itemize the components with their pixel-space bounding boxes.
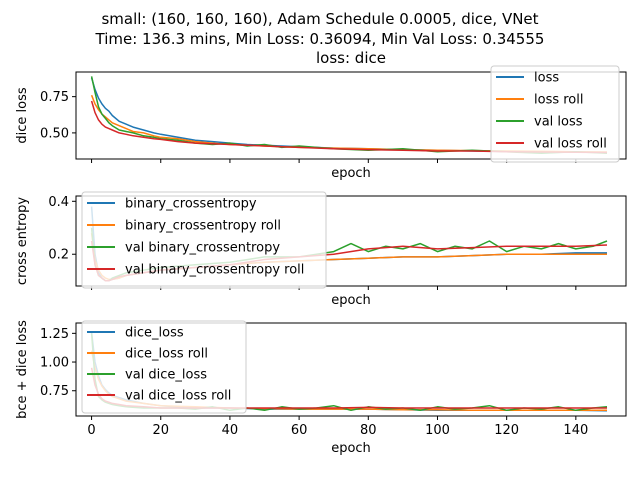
y-tick-label: 1.00 <box>40 356 69 371</box>
x-tick-label: 80 <box>360 423 377 438</box>
chart-panel-3: 0 20 40 60 80 100 120 140 0.75 1.00 1.25 epoch bce +… <box>15 320 627 456</box>
chart-panel-2: 0.2 0.4 epoch cross entropy binary_crossentr… <box>15 191 627 308</box>
legend-label: val dice_loss <box>125 368 207 383</box>
chart-title: loss: dice <box>316 49 386 67</box>
x-tick-label: 20 <box>152 423 169 438</box>
x-tick-label: 60 <box>291 423 308 438</box>
legend: dice_loss dice_loss roll val dice_lossval … <box>81 320 247 414</box>
axes-frame <box>75 322 627 417</box>
x-tick-label: 140 <box>563 423 588 438</box>
y-axis-label: cross entropy <box>15 197 30 285</box>
x-tick-label: 100 <box>425 423 450 438</box>
legend-label: val loss roll <box>534 137 607 152</box>
series-group <box>90 76 608 154</box>
y-tick-label: 0.4 <box>48 195 69 210</box>
legend-box <box>81 320 247 414</box>
series-line-val-loss-roll <box>90 100 608 154</box>
legend: binary_crossentropy binary_crossentropy r… <box>81 191 327 289</box>
x-tick-label: 120 <box>494 423 519 438</box>
y-axis-label: dice loss <box>15 87 30 143</box>
y-tick-label: 0.75 <box>40 90 69 105</box>
x-tick-label: 40 <box>222 423 239 438</box>
y-tick-label: 0.75 <box>40 384 69 399</box>
axes-frame <box>75 71 627 160</box>
x-axis-label: epoch <box>331 166 371 181</box>
legend-label: dice_loss roll <box>125 347 208 362</box>
legend-label: binary_crossentropy <box>125 197 257 212</box>
legend-box <box>490 65 620 163</box>
figure-title-line1: small: (160, 160, 160), Adam Schedule 0.… <box>101 10 538 28</box>
legend-label: val binary_crossentropy <box>125 241 280 256</box>
legend: loss loss roll val loss val loss roll <box>490 65 620 163</box>
legend-label: val dice_loss roll <box>125 389 231 404</box>
y-tick-label: 0.50 <box>40 126 69 141</box>
legend-label: val binary_crossentropy roll <box>125 263 304 278</box>
y-axis-label: bce + dice loss <box>15 320 30 419</box>
legend-label: loss roll <box>534 93 583 108</box>
legend-box <box>81 191 327 289</box>
y-tick-label: 1.25 <box>40 327 69 342</box>
legend-label: loss <box>534 71 559 86</box>
x-axis-label: epoch <box>331 441 371 456</box>
legend-label: val loss <box>534 115 583 130</box>
figure-title-line2: Time: 136.3 mins, Min Loss: 0.36094, Min… <box>95 30 545 48</box>
legend-label: binary_crossentropy roll <box>125 219 281 234</box>
y-tick-label: 0.2 <box>48 248 69 263</box>
x-axis-label: epoch <box>331 293 371 308</box>
x-tick-label: 0 <box>87 423 95 438</box>
legend-label: dice_loss <box>125 326 184 341</box>
axes-frame <box>75 195 627 287</box>
